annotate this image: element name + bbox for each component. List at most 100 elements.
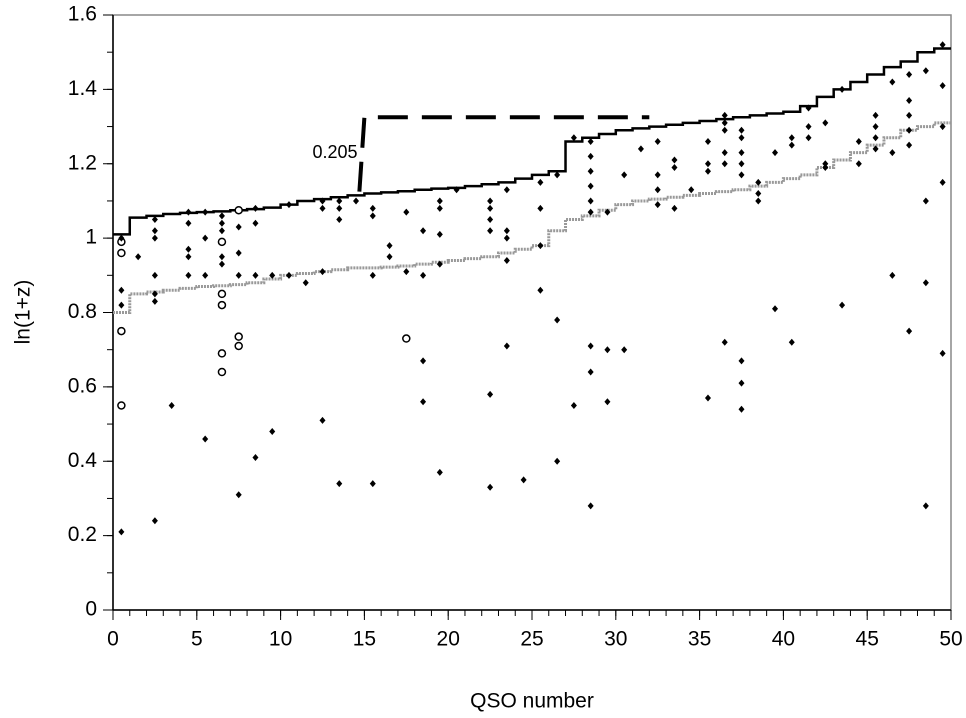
point (755, 197, 762, 205)
open-point (217, 367, 227, 377)
point (252, 204, 259, 212)
plot-frame (112, 14, 952, 611)
point (587, 137, 594, 145)
point (151, 216, 158, 224)
point (252, 219, 259, 227)
y-tick-label: 0.8 (68, 300, 97, 323)
x-tick-label: 20 (437, 628, 460, 651)
point (218, 219, 225, 227)
point (185, 208, 192, 216)
point (939, 82, 946, 90)
point (285, 271, 292, 279)
point (285, 201, 292, 209)
point (922, 197, 929, 205)
point (453, 186, 460, 194)
point (403, 268, 410, 276)
point (118, 286, 125, 294)
y-tick-label: 1.4 (68, 77, 98, 100)
open-point (402, 334, 411, 343)
point (587, 342, 594, 350)
point (202, 435, 209, 443)
point (738, 160, 745, 168)
point (336, 216, 343, 224)
point (889, 271, 896, 279)
point (487, 390, 494, 398)
point (554, 457, 561, 465)
point (436, 230, 443, 238)
point (369, 204, 376, 212)
point (738, 126, 745, 134)
point (604, 208, 611, 216)
point (185, 271, 192, 279)
point (269, 428, 276, 435)
point (487, 204, 494, 212)
point (420, 271, 427, 279)
point (118, 528, 125, 536)
point (939, 41, 946, 49)
point (704, 137, 711, 145)
point (872, 134, 879, 142)
point (118, 301, 125, 309)
y-tick-label: 0.6 (68, 374, 97, 397)
point (704, 394, 711, 402)
point (403, 208, 410, 216)
dashed-line (357, 115, 650, 192)
x-tick-label: 5 (191, 628, 203, 651)
point (151, 290, 158, 298)
y-tick-label: 0 (85, 598, 97, 621)
point (520, 476, 527, 484)
point (671, 163, 678, 171)
point (738, 357, 745, 365)
x-tick-label: 30 (604, 628, 627, 651)
point (319, 197, 326, 205)
point (151, 297, 158, 305)
point (772, 305, 779, 313)
point (637, 145, 644, 153)
point (587, 152, 594, 160)
point (185, 245, 192, 253)
point (906, 111, 913, 119)
point (721, 111, 728, 119)
point (151, 234, 158, 242)
annotation: 0.205 (312, 142, 357, 162)
point (855, 160, 862, 168)
x-tick-label: 15 (353, 628, 376, 651)
point (185, 253, 192, 261)
point (218, 253, 225, 261)
point (436, 468, 443, 476)
point (554, 171, 561, 179)
point (436, 260, 443, 268)
point (738, 134, 745, 142)
point (772, 149, 779, 157)
point (537, 286, 544, 294)
point (436, 197, 443, 205)
point (503, 256, 510, 264)
point (822, 160, 829, 168)
point (319, 268, 326, 276)
point (168, 401, 175, 409)
point (906, 126, 913, 134)
x-tick-label: 25 (520, 628, 543, 651)
open-point (217, 237, 227, 247)
point (621, 346, 628, 354)
point (671, 204, 678, 212)
x-tick-label: 0 (107, 628, 119, 651)
point (755, 190, 762, 197)
step-line (113, 121, 951, 314)
point (185, 219, 192, 227)
point (319, 204, 326, 212)
x-tick-label: 10 (269, 628, 292, 651)
point (721, 160, 728, 168)
point (922, 502, 929, 510)
point (252, 454, 259, 462)
point (604, 398, 611, 406)
point (503, 227, 510, 235)
y-axis-label: ln(1+z) (12, 280, 35, 345)
point (939, 349, 946, 357)
point (906, 97, 913, 105)
point (235, 223, 242, 231)
open-point (234, 341, 243, 351)
point (537, 242, 544, 250)
